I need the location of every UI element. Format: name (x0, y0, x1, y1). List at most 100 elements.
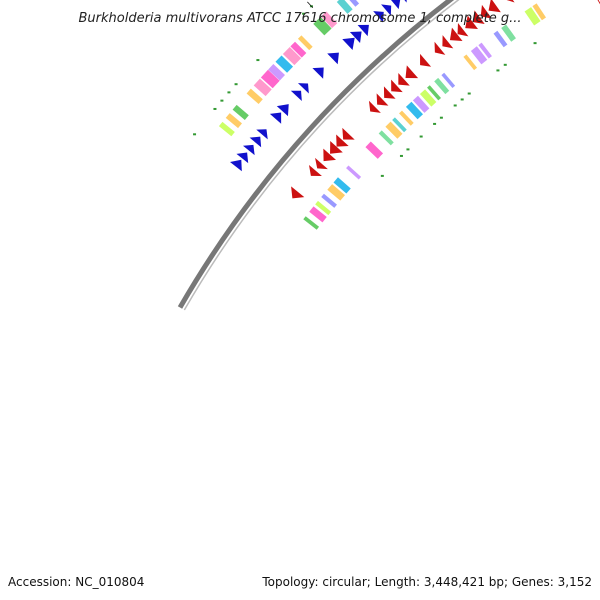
cog-block (313, 16, 332, 36)
rna-mark (256, 59, 260, 62)
backbone-inner-ring (183, 0, 460, 311)
forward-gene-arrow (230, 159, 242, 172)
forward-gene-arrow (373, 11, 384, 23)
reverse-gene-arrow (472, 10, 485, 24)
cog-block (297, 35, 313, 51)
backbone-ring (177, 0, 455, 309)
cog-block (532, 3, 547, 21)
cog-block (501, 24, 516, 42)
reverse-gene-arrow (480, 4, 492, 19)
cog-block (309, 206, 327, 223)
rna-mark (193, 133, 197, 136)
accession-label: Accession: NC_010804 (8, 575, 144, 589)
reverse-gene-arrow (442, 35, 454, 49)
cog-block (365, 141, 384, 159)
reverse-gene-arrow (465, 15, 478, 30)
rna-mark (234, 83, 238, 86)
cog-block (392, 117, 407, 133)
cog-block (378, 130, 394, 146)
cog-block (349, 0, 360, 7)
cog-block (333, 177, 351, 194)
reverse-gene-arrow (383, 86, 396, 99)
reverse-gene-arrow (330, 140, 343, 154)
reverse-gene-arrow (434, 41, 446, 55)
cog-block (282, 47, 302, 66)
rna-mark (467, 92, 471, 95)
forward-gene-arrow (236, 152, 249, 164)
rna-mark (533, 42, 537, 45)
cog-block (493, 30, 508, 48)
rna-mark (213, 107, 217, 110)
rna-mark (380, 174, 384, 177)
cog-block (327, 184, 346, 201)
forward-gene-arrow (357, 24, 369, 37)
cog-block (225, 113, 242, 129)
cog-block (419, 89, 437, 107)
cog-block (275, 55, 294, 73)
cog-block (478, 42, 492, 59)
cog-block (385, 121, 403, 139)
rna-mark (220, 99, 224, 102)
forward-gene-arrow (391, 0, 401, 10)
forward-gene-arrow (242, 144, 255, 156)
cog-block (303, 216, 320, 230)
reverse-gene-arrow (405, 65, 419, 79)
rna-mark (439, 116, 443, 119)
feature-tracks (193, 0, 547, 230)
forward-gene-arrow (404, 0, 407, 3)
kbp-ticks: 1100 kbp1150 kbp1200 kbp1250 kbp1300 kbp… (307, 1, 314, 8)
cog-block (524, 7, 541, 26)
reverse-gene-arrow (449, 27, 463, 42)
forward-gene-arrow (269, 112, 282, 124)
rna-mark (227, 91, 231, 94)
reverse-gene-arrow (291, 186, 305, 199)
forward-gene-arrow (342, 37, 355, 51)
cog-block (321, 11, 338, 29)
kbp-tick-mark (307, 1, 314, 8)
cog-block (253, 78, 272, 97)
rna-mark (503, 63, 507, 66)
cog-block (268, 64, 285, 81)
chromosome-backbone (177, 0, 460, 311)
rna-mark (406, 148, 410, 151)
cog-block (346, 165, 362, 180)
reverse-gene-arrow (506, 0, 515, 3)
cog-block (232, 104, 249, 120)
cog-block (434, 77, 450, 95)
forward-gene-arrow (381, 4, 392, 16)
cog-block (441, 72, 456, 89)
cog-block (427, 85, 441, 101)
reverse-gene-arrow (420, 53, 432, 67)
topology-label: Topology: circular; Length: 3,448,421 bp… (261, 575, 592, 589)
reverse-gene-arrow (488, 0, 501, 13)
rna-mark (453, 104, 457, 107)
rna-mark (399, 154, 403, 157)
cog-block (336, 0, 353, 14)
cog-block (290, 41, 307, 58)
cog-block (246, 88, 263, 104)
reverse-gene-arrow (308, 164, 322, 177)
map-title: Burkholderia multivorans ATCC 17616 chro… (79, 11, 522, 26)
forward-gene-arrow (276, 104, 289, 117)
cog-block (405, 101, 423, 120)
cog-block (218, 121, 235, 137)
reverse-gene-arrow (391, 79, 403, 93)
rna-mark (419, 135, 423, 138)
rna-mark (433, 122, 437, 125)
cog-block (260, 69, 280, 89)
forward-gene-arrow (256, 129, 268, 140)
reverse-gene-arrow (398, 73, 410, 86)
cog-block (321, 193, 337, 208)
rna-mark (460, 98, 464, 101)
rna-mark (302, 12, 306, 15)
cog-block (315, 200, 332, 216)
reverse-gene-arrow (457, 22, 469, 37)
forward-gene-arrow (249, 136, 262, 148)
reverse-gene-arrow (342, 127, 355, 140)
forward-gene-arrow (297, 83, 309, 94)
reverse-gene-arrow (368, 100, 381, 113)
forward-gene-arrow (349, 31, 362, 44)
reverse-gene-arrow (323, 148, 337, 162)
forward-gene-arrow (290, 90, 302, 101)
